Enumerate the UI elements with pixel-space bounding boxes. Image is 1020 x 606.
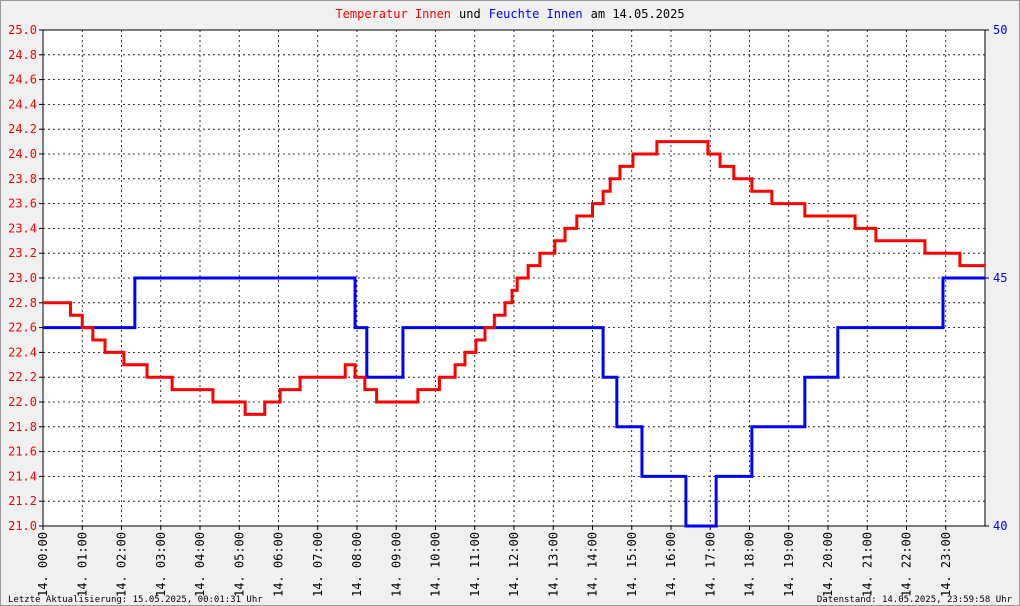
chart-title: Temperatur Innen und Feuchte Innen am 14.05…: [335, 7, 684, 21]
x-tick-label: 14. 09:00: [389, 532, 403, 597]
x-tick-label: 14. 17:00: [703, 532, 717, 597]
series-line: [43, 140, 985, 416]
x-tick-label: 14. 20:00: [821, 532, 835, 597]
y-tick-label: 21.2: [8, 494, 37, 508]
x-tick-label: 14. 01:00: [75, 532, 89, 597]
footer-right: Datenstand: 14.05.2025, 23:59:58 Uhr: [817, 595, 1013, 605]
x-tick-label: 14. 19:00: [782, 532, 796, 597]
y-tick-label: 21.6: [8, 445, 37, 459]
y2-tick-label: 40: [993, 519, 1007, 533]
y-tick-label: 22.4: [8, 345, 37, 359]
x-tick-label: 14. 03:00: [154, 532, 168, 597]
y-tick-label: 23.4: [8, 221, 37, 235]
y-tick-label: 22.8: [8, 296, 37, 310]
title-part: Temperatur Innen: [335, 7, 451, 21]
footer-left: Letzte Aktualisierung: 15.05.2025, 00:01…: [8, 595, 263, 605]
y-tick-label: 24.4: [8, 97, 37, 111]
x-tick-label: 14. 22:00: [900, 532, 914, 597]
x-tick-label: 14. 11:00: [468, 532, 482, 597]
x-tick-label: 14. 05:00: [232, 532, 246, 597]
x-tick-label: 14. 12:00: [507, 532, 521, 597]
y-tick-label: 21.8: [8, 420, 37, 434]
x-tick-label: 14. 16:00: [664, 532, 678, 597]
title-part: am 14.05.2025: [591, 7, 685, 21]
x-tick-label: 14. 18:00: [743, 532, 757, 597]
y-tick-label: 21.0: [8, 519, 37, 533]
x-tick-label: 14. 21:00: [860, 532, 874, 597]
title-part: und: [459, 7, 481, 21]
y2-tick-label: 50: [993, 23, 1007, 37]
x-tick-label: 14. 13:00: [546, 532, 560, 597]
y-tick-label: 22.2: [8, 370, 37, 384]
x-tick-label: 14. 00:00: [36, 532, 50, 597]
y-tick-label: 24.2: [8, 122, 37, 136]
title-part: Feuchte Innen: [489, 7, 583, 21]
y-tick-label: 22.0: [8, 395, 37, 409]
y2-tick-label: 45: [993, 271, 1007, 285]
y-tick-label: 23.6: [8, 197, 37, 211]
x-tick-label: 14. 10:00: [429, 532, 443, 597]
y-tick-label: 24.6: [8, 73, 37, 87]
x-tick-label: 14. 08:00: [350, 532, 364, 597]
x-tick-label: 14. 15:00: [625, 532, 639, 597]
y-tick-label: 24.8: [8, 48, 37, 62]
y-tick-label: 23.2: [8, 246, 37, 260]
y-tick-label: 23.0: [8, 271, 37, 285]
y-tick-label: 24.0: [8, 147, 37, 161]
x-tick-label: 14. 06:00: [272, 532, 286, 597]
x-tick-label: 14. 23:00: [939, 532, 953, 597]
y-tick-label: 25.0: [8, 23, 37, 37]
x-tick-label: 14. 07:00: [311, 532, 325, 597]
y-tick-label: 22.6: [8, 321, 37, 335]
y-tick-label: 23.8: [8, 172, 37, 186]
x-tick-label: 14. 04:00: [193, 532, 207, 597]
x-tick-label: 14. 02:00: [115, 532, 129, 597]
y-tick-label: 21.4: [8, 469, 37, 483]
series-line: [43, 276, 985, 528]
x-tick-label: 14. 14:00: [586, 532, 600, 597]
